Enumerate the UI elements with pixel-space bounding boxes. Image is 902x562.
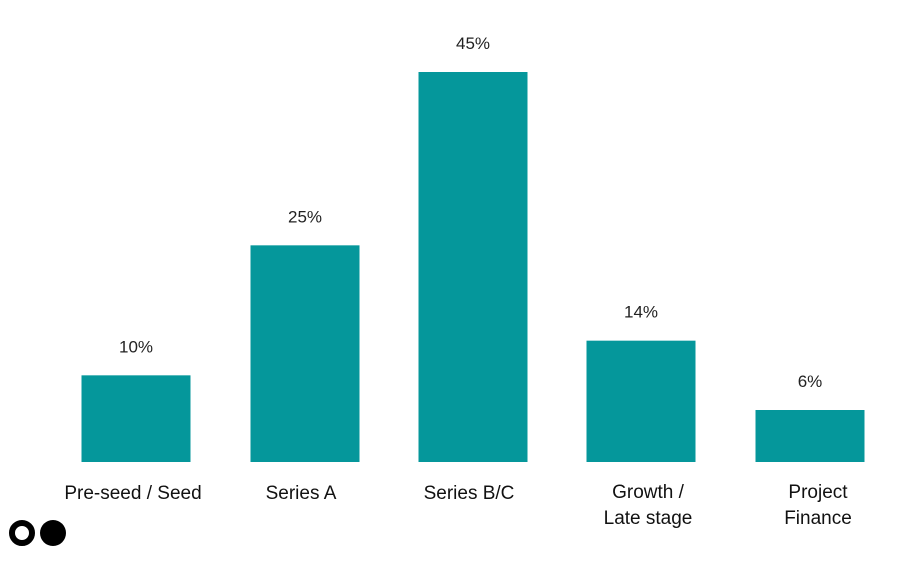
value-label-2: 45% (456, 34, 490, 53)
category-label-3: Growth / Late stage (604, 482, 693, 529)
bar-1 (250, 245, 360, 462)
category-label-1: Series A (266, 483, 337, 504)
bar-3 (586, 340, 696, 462)
value-labels-group: 10% 25% 45% 14% 6% (119, 34, 822, 391)
category-label-2: Series B/C (424, 483, 515, 504)
brand-logo-icon (9, 520, 66, 546)
value-label-0: 10% (119, 337, 153, 356)
category-labels-group: Pre-seed / Seed Series A Series B/C Growth … (64, 482, 851, 529)
value-label-1: 25% (288, 207, 322, 226)
value-label-4: 6% (798, 372, 823, 391)
value-label-3: 14% (624, 303, 658, 322)
category-label-0: Pre-seed / Seed (64, 483, 201, 504)
category-label-4: Project Finance (784, 482, 852, 529)
bar-4 (755, 410, 865, 462)
bars-group (81, 72, 865, 462)
bar-2 (418, 72, 528, 462)
bar-0 (81, 375, 191, 462)
